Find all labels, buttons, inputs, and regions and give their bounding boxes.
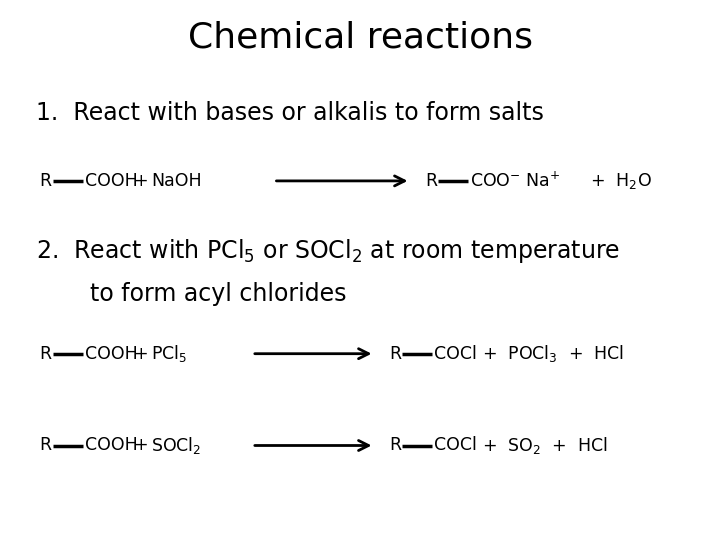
- Text: $+$  H$_2$O: $+$ H$_2$O: [590, 171, 652, 191]
- Text: R: R: [40, 436, 52, 455]
- Text: NaOH: NaOH: [151, 172, 202, 190]
- Text: R: R: [40, 345, 52, 363]
- Text: R: R: [389, 345, 401, 363]
- Text: PCl$_5$: PCl$_5$: [151, 343, 187, 364]
- Text: SOCl$_2$: SOCl$_2$: [151, 435, 202, 456]
- Text: R: R: [389, 436, 401, 455]
- Text: Chemical reactions: Chemical reactions: [187, 21, 533, 55]
- Text: +: +: [133, 345, 148, 363]
- Text: to form acyl chlorides: to form acyl chlorides: [90, 282, 346, 306]
- Text: 2.  React with PCl$_5$ or SOCl$_2$ at room temperature: 2. React with PCl$_5$ or SOCl$_2$ at roo…: [36, 237, 620, 265]
- Text: R: R: [40, 172, 52, 190]
- Text: +: +: [133, 172, 148, 190]
- Text: +: +: [133, 436, 148, 455]
- Text: COOH: COOH: [85, 345, 138, 363]
- Text: $+$  POCl$_3$  $+$  HCl: $+$ POCl$_3$ $+$ HCl: [482, 343, 625, 364]
- Text: COOH: COOH: [85, 436, 138, 455]
- Text: COCl: COCl: [434, 436, 477, 455]
- Text: $+$  SO$_2$  $+$  HCl: $+$ SO$_2$ $+$ HCl: [482, 435, 608, 456]
- Text: R: R: [425, 172, 437, 190]
- Text: COO$^{\mathregular{-}}$ Na$^{\mathregular{+}}$: COO$^{\mathregular{-}}$ Na$^{\mathregula…: [470, 171, 561, 191]
- Text: COOH: COOH: [85, 172, 138, 190]
- Text: 1.  React with bases or alkalis to form salts: 1. React with bases or alkalis to form s…: [36, 102, 544, 125]
- Text: COCl: COCl: [434, 345, 477, 363]
